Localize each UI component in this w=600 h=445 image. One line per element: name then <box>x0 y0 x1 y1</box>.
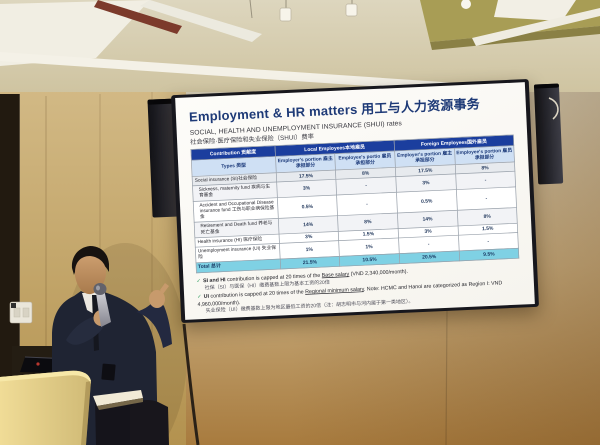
right-speaker <box>533 83 564 185</box>
cell-value: 20.5% <box>399 250 460 264</box>
shui-rates-table: Contribution 贡献度 Local Employees本地雇员 For… <box>190 134 520 274</box>
ceiling-spotlight <box>461 0 471 9</box>
slide: Employment & HR matters 用工与人力资源事务 SOCIAL… <box>175 82 535 320</box>
ceiling-beam-right <box>472 8 600 46</box>
cell-value: 21.5% <box>279 256 340 270</box>
ceiling-duct <box>0 0 150 66</box>
pendant-light <box>345 3 358 17</box>
ceiling-red-pipe <box>94 0 182 34</box>
check-icon: ✓ <box>196 277 202 285</box>
slide-body: SOCIAL, HEALTH AND UNEMPLOYMENT INSURANC… <box>190 114 525 316</box>
cell-value: 9.5% <box>458 247 520 262</box>
ceiling-white-panel <box>494 0 576 21</box>
pendant-cord <box>249 0 253 19</box>
ceiling-beam-diagonal <box>140 0 262 42</box>
note-underline: Regional minimum salary <box>305 285 365 296</box>
cell-value: - <box>456 186 517 211</box>
note-text: (VND 2,340,000/month). <box>349 268 409 278</box>
wall-seam <box>445 309 448 445</box>
cell-value: 0.5% <box>277 194 338 219</box>
presentation-screen: Employment & HR matters 用工与人力资源事务 SOCIAL… <box>171 78 539 324</box>
cell-value: 0.5% <box>396 189 458 214</box>
cell-value: 10.5% <box>339 253 400 267</box>
cell-value: - <box>336 192 398 216</box>
pendant-light <box>279 7 292 22</box>
check-icon: ✓ <box>197 293 202 300</box>
ceiling-olive-edge <box>430 26 600 50</box>
note-bold: SI and HI <box>202 276 226 284</box>
note-underline: Base salary <box>321 270 350 279</box>
door <box>0 94 20 445</box>
ceiling-beam-horizontal <box>0 52 472 93</box>
